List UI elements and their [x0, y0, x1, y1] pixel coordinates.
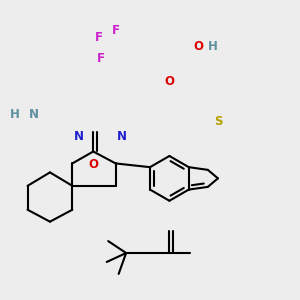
Text: O: O [88, 158, 98, 171]
Text: N: N [29, 108, 39, 121]
Text: F: F [112, 24, 120, 37]
Text: N: N [74, 130, 84, 143]
Text: S: S [214, 115, 222, 128]
Text: N: N [117, 130, 127, 143]
Text: O: O [164, 75, 174, 88]
Text: F: F [97, 52, 105, 65]
Text: O: O [193, 40, 203, 53]
Text: H: H [208, 40, 218, 53]
Text: F: F [95, 31, 103, 44]
Text: H: H [10, 108, 20, 121]
